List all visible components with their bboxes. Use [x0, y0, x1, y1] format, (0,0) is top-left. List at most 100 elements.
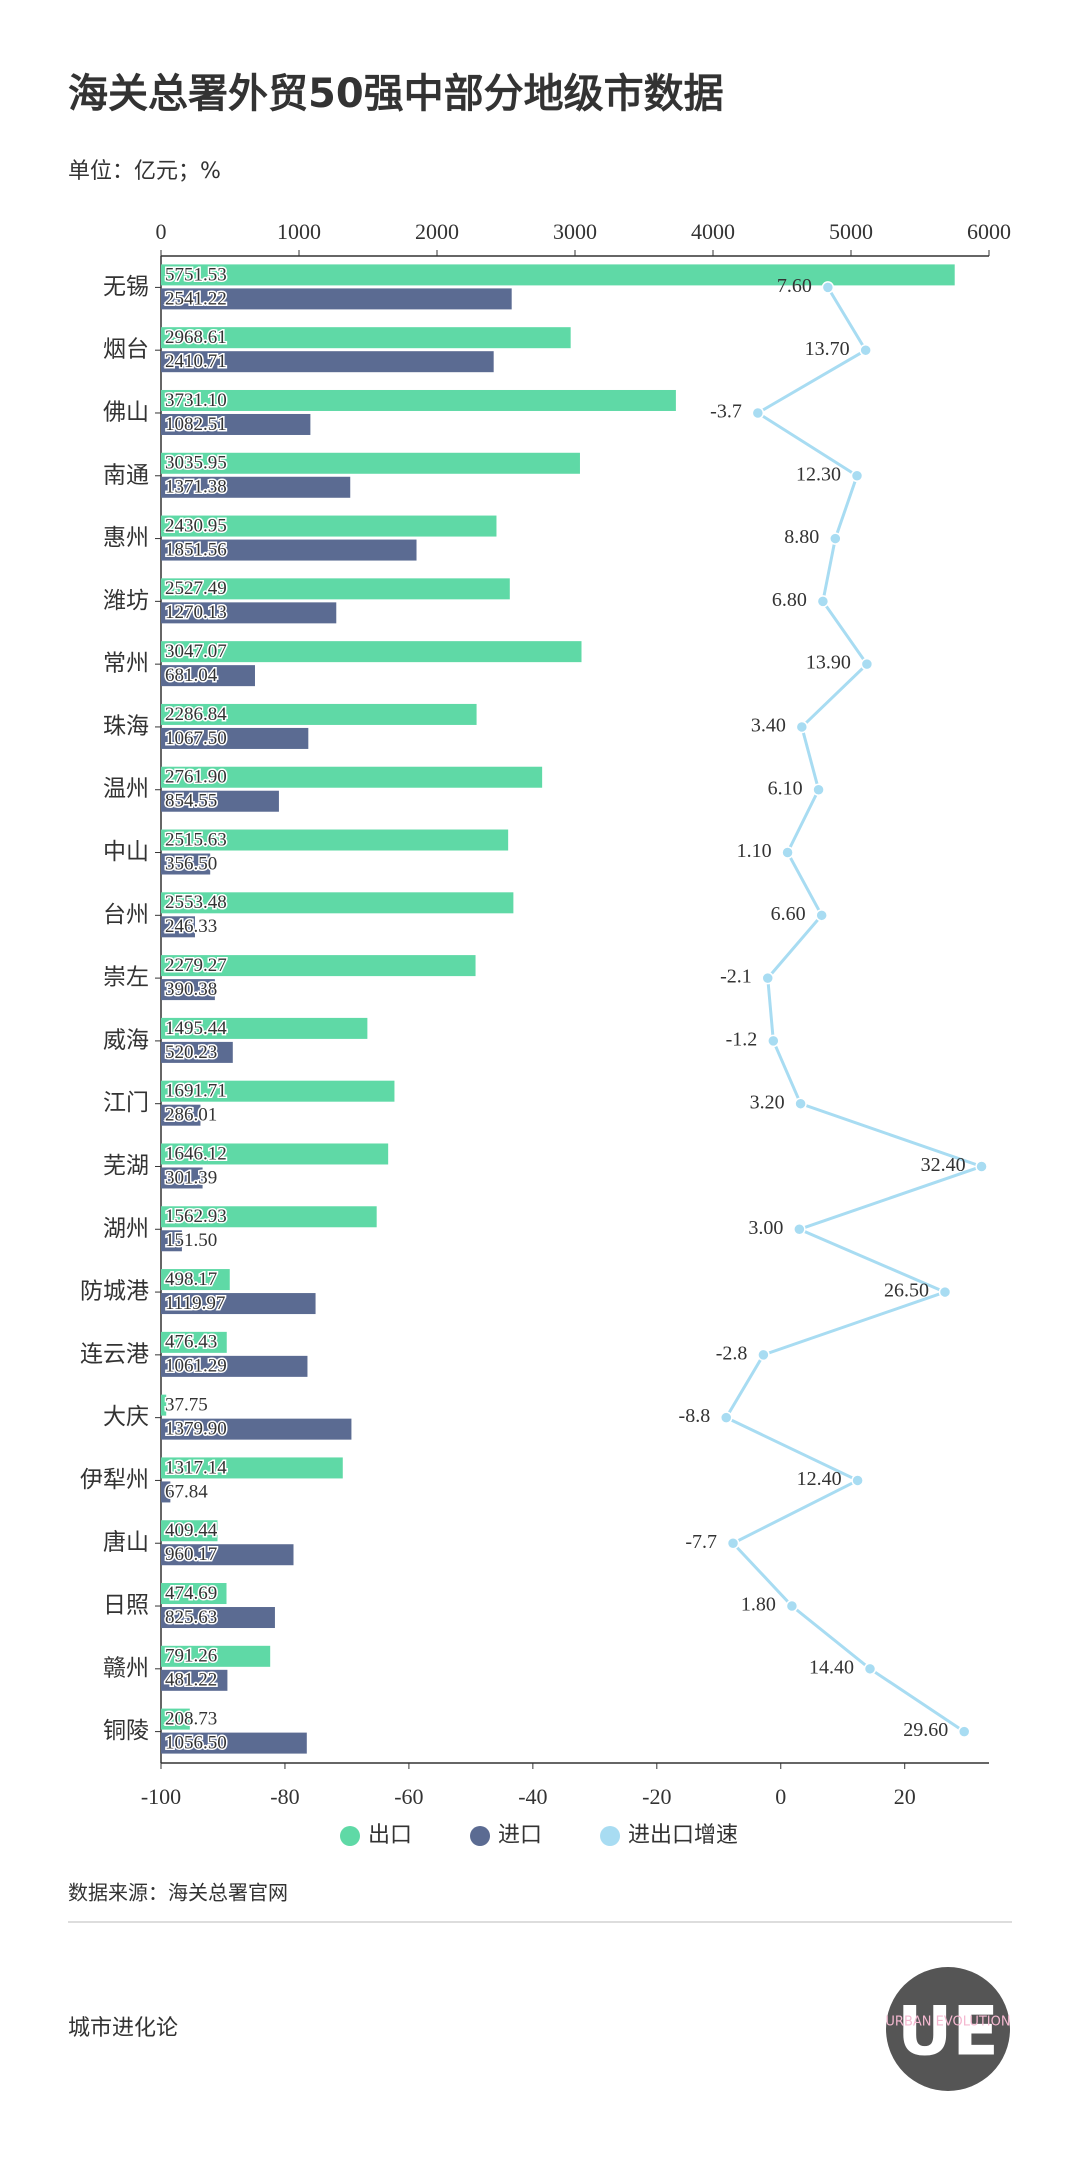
value-label: 2527.49: [165, 578, 227, 599]
bar: [161, 1708, 190, 1730]
x-tick-label: 5000: [829, 219, 873, 244]
x-tick-label: 2000: [415, 219, 459, 244]
value-label: 1.80: [741, 1594, 776, 1616]
y-tick-label: 唐山: [103, 1530, 149, 1556]
point: [816, 595, 830, 608]
value-label: 3.20: [750, 1091, 785, 1113]
value-label: 6.80: [772, 589, 807, 611]
value-label: 26.50: [884, 1280, 929, 1302]
y-tick-label: 温州: [103, 776, 149, 802]
point: [851, 1474, 864, 1487]
bar: [161, 1355, 308, 1377]
point: [821, 281, 835, 294]
bar: [161, 413, 311, 435]
value-label: 8.80: [784, 526, 819, 548]
bar: [161, 288, 512, 310]
y-tick-label: 惠州: [103, 525, 149, 551]
y-tick-label: 潍坊: [103, 588, 149, 614]
bar: [161, 853, 211, 875]
legend-swatch: [470, 1826, 491, 1846]
value-label: 854.55: [165, 791, 217, 812]
point: [812, 783, 825, 796]
value-label: 481.22: [165, 1670, 217, 1691]
value-label: 1646.12: [165, 1143, 227, 1164]
bar: [161, 1080, 395, 1102]
point: [829, 532, 842, 545]
bar: [161, 665, 255, 687]
bar: [161, 766, 543, 788]
point: [785, 1599, 799, 1613]
legend-label: 出口: [368, 1823, 412, 1848]
subtitle: 单位：亿元；%: [68, 159, 221, 184]
x-tick-label: 3000: [553, 219, 597, 244]
legend-swatch: [340, 1826, 360, 1846]
x-tick-label: 0: [156, 219, 167, 244]
y-tick-label: 防城港: [80, 1279, 149, 1305]
bar: [161, 1104, 201, 1126]
x2-tick-label: 20: [894, 1784, 916, 1809]
bar: [161, 1206, 377, 1228]
value-label: 2553.48: [165, 892, 227, 913]
bar: [161, 829, 509, 851]
value-label: 474.69: [165, 1583, 217, 1604]
value-label: 2279.27: [165, 955, 227, 976]
value-label: 476.43: [165, 1332, 217, 1353]
x-tick-label: 6000: [967, 219, 1011, 244]
bar: [161, 1143, 389, 1165]
bar: [161, 1481, 171, 1503]
bar: [161, 1457, 343, 1479]
value-label: 2430.95: [165, 515, 227, 536]
point: [757, 1348, 770, 1362]
value-label: 14.40: [809, 1656, 854, 1678]
bar: [161, 539, 417, 561]
bar: [161, 1732, 307, 1754]
value-label: 681.04: [165, 665, 218, 686]
y-tick-label: 佛山: [103, 399, 149, 425]
value-label: 151.50: [165, 1230, 217, 1251]
point: [719, 1411, 733, 1424]
value-label: 1371.38: [165, 477, 227, 498]
bar: [161, 1269, 230, 1291]
value-label: 1067.50: [165, 728, 227, 749]
footer: 城市进化论: [68, 2016, 178, 2041]
value-label: -8.8: [679, 1405, 711, 1427]
logo: UE: [897, 1993, 999, 2072]
value-label: 1119.97: [165, 1293, 225, 1314]
value-label: 208.73: [165, 1708, 217, 1729]
value-label: 1082.51: [165, 414, 227, 435]
bar: [161, 264, 955, 286]
value-label: 246.33: [165, 916, 217, 937]
bar: [161, 1331, 227, 1353]
y-tick-label: 崇左: [103, 965, 149, 991]
value-label: 3047.07: [165, 641, 227, 662]
value-label: 3731.10: [165, 390, 227, 411]
value-label: 1317.14: [165, 1457, 227, 1478]
value-label: 1.10: [737, 840, 772, 862]
value-label: 37.75: [165, 1395, 208, 1416]
value-label: 2541.22: [165, 288, 227, 309]
point: [860, 657, 874, 671]
point: [751, 406, 765, 420]
bar: [161, 1669, 228, 1691]
value-label: 1562.93: [165, 1206, 227, 1227]
y-tick-label: 无锡: [103, 274, 149, 300]
x-tick-label: 4000: [691, 219, 735, 244]
point: [726, 1536, 740, 1550]
bar: [161, 641, 582, 663]
bar: [161, 1583, 227, 1605]
value-label: 1270.13: [165, 602, 227, 623]
source: 数据来源：海关总署官网: [68, 1881, 288, 1905]
y-tick-label: 南通: [103, 462, 149, 488]
y-tick-label: 台州: [103, 902, 149, 928]
point: [975, 1160, 988, 1173]
value-label: -1.2: [726, 1028, 758, 1050]
y-tick-label: 烟台: [103, 337, 149, 363]
logo-circle: [886, 1967, 1010, 2091]
bar: [161, 1607, 275, 1629]
value-label: 2968.61: [165, 327, 227, 348]
y-tick-label: 常州: [103, 651, 149, 677]
bar: [161, 1230, 182, 1252]
value-label: -7.7: [685, 1531, 717, 1553]
bar: [161, 602, 337, 624]
